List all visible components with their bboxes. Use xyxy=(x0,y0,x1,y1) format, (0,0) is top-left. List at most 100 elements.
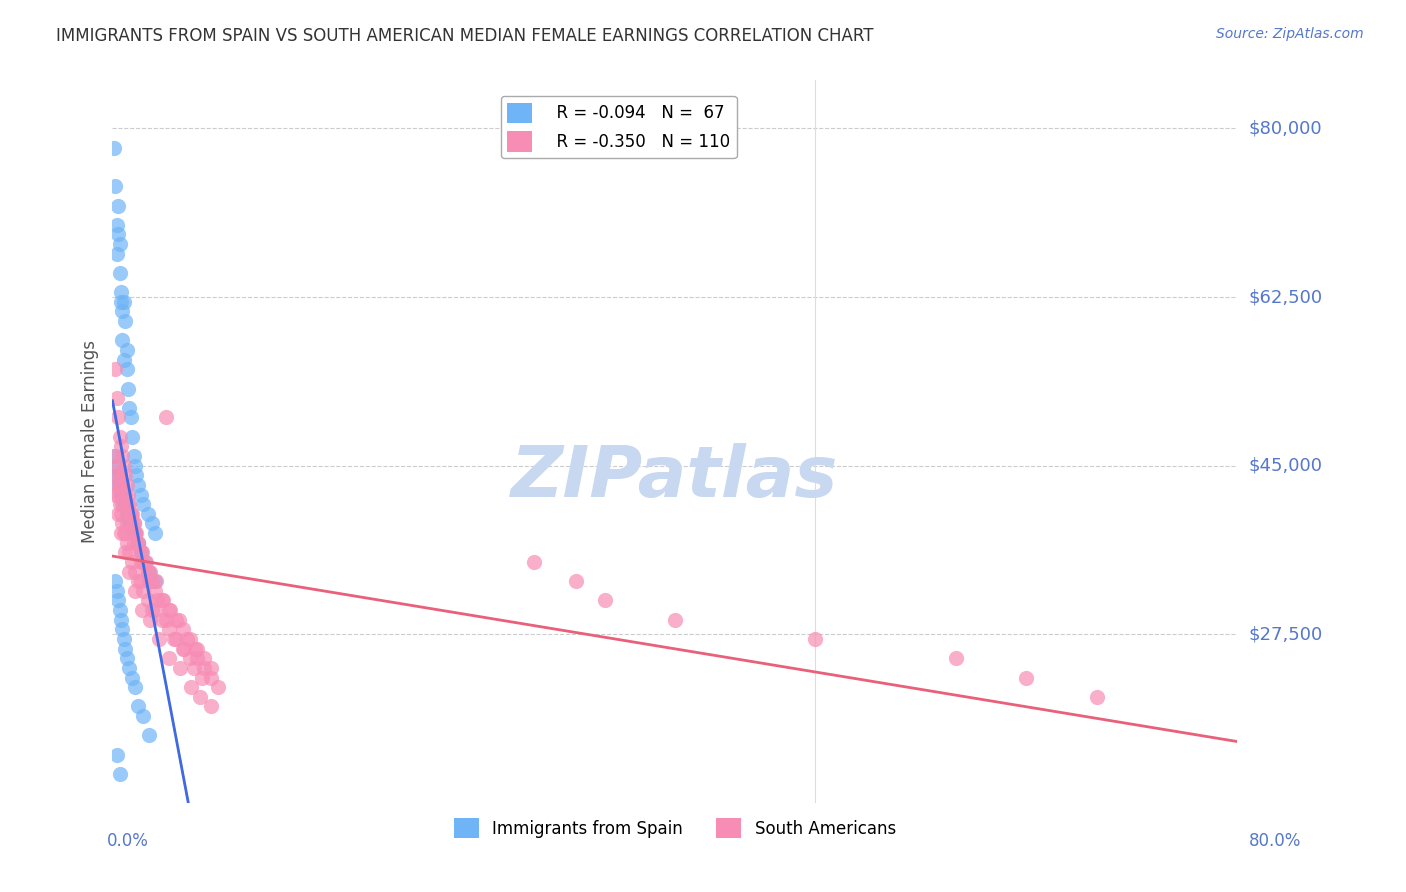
Point xyxy=(139,565,162,579)
Point xyxy=(129,574,152,589)
Point xyxy=(104,574,127,589)
Point xyxy=(132,497,155,511)
Point xyxy=(114,497,136,511)
Point xyxy=(124,680,146,694)
Point xyxy=(186,641,208,656)
Text: $62,500: $62,500 xyxy=(1249,288,1323,306)
Point xyxy=(124,583,146,598)
Point xyxy=(193,661,215,675)
Point xyxy=(157,603,180,617)
Point xyxy=(180,680,202,694)
Point xyxy=(111,478,134,492)
Point xyxy=(664,613,686,627)
Point xyxy=(145,574,167,589)
Point xyxy=(207,680,229,694)
Point xyxy=(107,487,129,501)
Text: $27,500: $27,500 xyxy=(1249,625,1323,643)
Point xyxy=(122,535,145,549)
Text: ZIPatlas: ZIPatlas xyxy=(512,443,838,512)
Text: 80.0%: 80.0% xyxy=(1249,831,1301,850)
Point xyxy=(132,709,155,723)
Point xyxy=(165,613,187,627)
Point xyxy=(108,478,131,492)
Point xyxy=(183,661,205,675)
Point xyxy=(115,343,138,357)
Point xyxy=(124,458,146,473)
Text: $45,000: $45,000 xyxy=(1249,457,1323,475)
Point xyxy=(169,661,191,675)
Point xyxy=(112,632,135,646)
Point xyxy=(114,526,136,541)
Point xyxy=(132,555,155,569)
Point xyxy=(105,478,128,492)
Point xyxy=(105,747,128,762)
Point xyxy=(110,487,132,501)
Point xyxy=(155,410,177,425)
Text: $80,000: $80,000 xyxy=(1249,120,1322,137)
Point xyxy=(117,507,139,521)
Point xyxy=(141,574,163,589)
Point xyxy=(104,362,127,376)
Point xyxy=(138,728,160,742)
Point xyxy=(107,227,129,242)
Point xyxy=(127,535,149,549)
Point xyxy=(112,294,135,309)
Point xyxy=(176,632,198,646)
Point xyxy=(111,487,134,501)
Point xyxy=(103,141,125,155)
Point xyxy=(117,382,139,396)
Point xyxy=(200,661,222,675)
Point xyxy=(107,198,129,212)
Point xyxy=(114,487,136,501)
Point xyxy=(115,516,138,531)
Legend: Immigrants from Spain, South Americans: Immigrants from Spain, South Americans xyxy=(447,812,903,845)
Point xyxy=(110,526,132,541)
Point xyxy=(108,266,131,280)
Point xyxy=(150,593,173,607)
Point xyxy=(105,218,128,232)
Point xyxy=(118,545,141,559)
Point xyxy=(129,487,152,501)
Point xyxy=(110,507,132,521)
Point xyxy=(121,507,143,521)
Point xyxy=(121,671,143,685)
Point xyxy=(159,603,181,617)
Point xyxy=(107,593,129,607)
Point xyxy=(120,507,142,521)
Point xyxy=(120,516,142,531)
Point xyxy=(136,565,159,579)
Point xyxy=(118,565,141,579)
Point xyxy=(112,458,135,473)
Point xyxy=(118,516,141,531)
Point xyxy=(107,507,129,521)
Point xyxy=(138,565,160,579)
Point xyxy=(122,516,145,531)
Point xyxy=(115,478,138,492)
Point xyxy=(108,430,131,444)
Point xyxy=(143,574,166,589)
Point xyxy=(122,516,145,531)
Point xyxy=(1085,690,1108,704)
Point xyxy=(138,574,160,589)
Point xyxy=(124,526,146,541)
Point xyxy=(188,690,211,704)
Point xyxy=(105,583,128,598)
Point xyxy=(108,603,131,617)
Point xyxy=(107,478,129,492)
Point xyxy=(200,699,222,714)
Point xyxy=(110,285,132,300)
Point xyxy=(111,516,134,531)
Point xyxy=(124,565,146,579)
Point xyxy=(117,487,139,501)
Point xyxy=(114,314,136,328)
Point xyxy=(1015,671,1038,685)
Point xyxy=(148,632,170,646)
Point xyxy=(172,641,194,656)
Point xyxy=(129,545,152,559)
Point xyxy=(118,661,141,675)
Point xyxy=(105,468,128,483)
Point xyxy=(150,613,173,627)
Point xyxy=(127,699,149,714)
Point xyxy=(136,507,159,521)
Point xyxy=(186,651,208,665)
